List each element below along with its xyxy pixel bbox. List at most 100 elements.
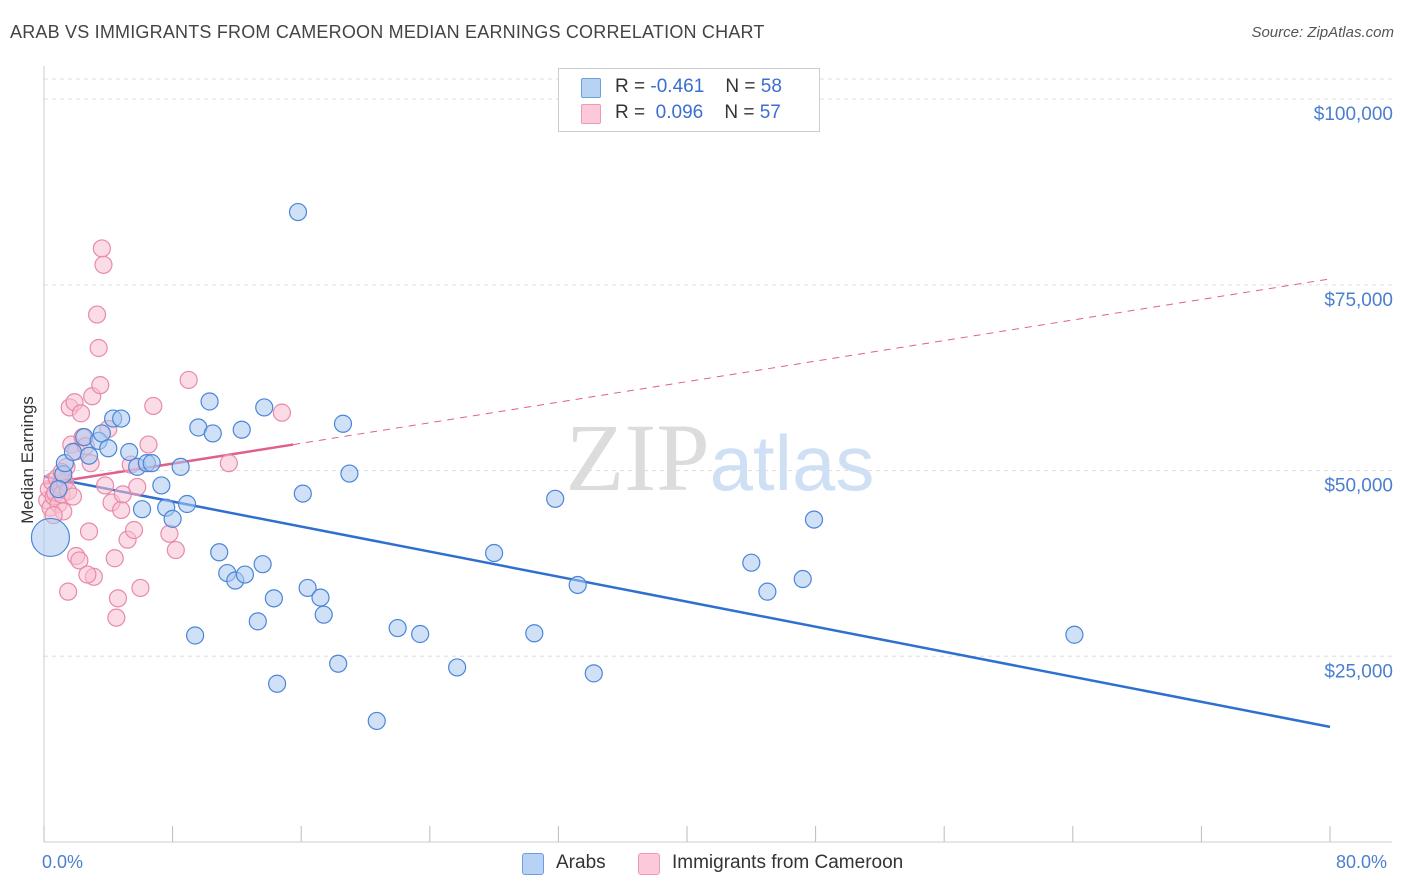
y-tick-label: $75,000: [1324, 290, 1393, 311]
x-tick-max: 80.0%: [1336, 852, 1388, 872]
y-tick-label: $25,000: [1324, 661, 1393, 682]
point-arabs: [758, 582, 777, 601]
bottom-legend-label-arabs: Arabs: [556, 852, 606, 873]
point-arabs: [203, 424, 222, 443]
legend-r-value-cameroon: 0.096: [655, 102, 704, 123]
point-arabs: [742, 553, 761, 572]
point-arabs: [340, 464, 359, 483]
point-arabs: [163, 509, 182, 528]
legend-n-label: N =: [725, 76, 756, 97]
bottom-legend: Arabs Immigrants from Cameroon: [0, 852, 1406, 878]
point-cameroon: [79, 522, 99, 541]
point-arabs: [333, 414, 353, 433]
point-arabs: [584, 664, 603, 683]
point-arabs: [314, 605, 333, 624]
x-tick-min: 0.0%: [42, 852, 84, 872]
point-arabs: [793, 569, 812, 589]
point-cameroon: [131, 578, 150, 598]
point-arabs: [186, 626, 205, 645]
legend-r-label: R =: [615, 102, 646, 123]
point-arabs: [485, 543, 504, 563]
legend: R = -0.461 N = 58 R = 0.096 N = 57: [558, 68, 820, 132]
point-cameroon: [63, 487, 83, 506]
point-cameroon: [70, 551, 89, 570]
point-arabs: [132, 500, 152, 519]
point-cameroon: [144, 396, 163, 416]
point-cameroon: [139, 435, 158, 454]
point-arabs: [210, 543, 229, 562]
point-cameroon: [92, 239, 111, 258]
legend-r-value-arabs: -0.461: [650, 76, 705, 97]
point-arabs: [525, 624, 544, 643]
point-arabs: [288, 202, 308, 222]
point-arabs: [329, 654, 348, 673]
point-arabs: [267, 674, 287, 693]
point-arabs: [235, 565, 255, 584]
axes: [43, 66, 1392, 843]
point-cameroon: [160, 524, 179, 543]
point-cameroon: [113, 485, 132, 504]
point-arabs: [232, 420, 251, 439]
point-cameroon: [124, 520, 144, 540]
legend-n-value-cameroon: 57: [759, 102, 781, 123]
watermark: ZIPatlas: [566, 404, 875, 511]
point-arabs: [367, 711, 386, 731]
point-cameroon: [95, 476, 115, 495]
point-arabs: [200, 392, 219, 411]
point-arabs: [171, 457, 190, 476]
point-cameroon: [107, 608, 126, 627]
point-arabs: [804, 510, 824, 529]
point-cameroon: [112, 500, 131, 520]
chart-title: ARAB VS IMMIGRANTS FROM CAMEROON MEDIAN …: [10, 22, 765, 42]
point-arabs: [388, 618, 407, 638]
bottom-legend-label-cameroon: Immigrants from Cameroon: [672, 852, 904, 873]
point-cameroon: [94, 255, 113, 274]
point-arabs: [1065, 625, 1084, 644]
point-arabs: [448, 658, 467, 677]
point-cameroon: [78, 565, 97, 584]
point-arabs: [248, 612, 267, 631]
point-arabs: [411, 624, 430, 644]
y-tick-label: $50,000: [1324, 476, 1393, 497]
point-arabs: [99, 439, 118, 458]
point-cameroon: [59, 582, 78, 601]
point-arabs: [568, 575, 587, 595]
trend-lines: [43, 278, 1331, 729]
point-arabs: [79, 446, 99, 465]
point-cameroon: [108, 589, 128, 608]
point-arabs: [311, 588, 330, 607]
point-arabs: [546, 489, 565, 508]
point-arabs: [298, 578, 317, 598]
point-arabs-large: [30, 517, 71, 558]
data-points: [30, 202, 1084, 731]
point-arabs: [120, 442, 139, 462]
legend-n-label: N =: [724, 102, 755, 123]
point-arabs: [142, 454, 161, 473]
trend-line-arabs: [43, 475, 1331, 729]
point-cameroon: [128, 477, 147, 497]
point-cameroon: [71, 404, 91, 423]
y-tick-label: $100,000: [1314, 104, 1393, 125]
trend-line-cameroon-extension: [293, 278, 1331, 446]
point-cameroon: [105, 549, 124, 568]
y-tick-labels: $25,000 $50,000 $75,000 $100,000: [1314, 104, 1393, 682]
point-arabs: [255, 398, 274, 417]
point-arabs: [112, 409, 131, 428]
legend-swatch-arabs: [581, 78, 601, 98]
legend-r-label: R =: [615, 76, 646, 97]
point-arabs: [49, 480, 68, 499]
point-cameroon: [272, 403, 292, 422]
trend-line-cameroon: [43, 443, 294, 486]
point-arabs: [293, 484, 312, 503]
bottom-legend-swatch-cameroon: [638, 853, 660, 875]
point-cameroon: [219, 454, 238, 473]
legend-n-value-arabs: 58: [760, 76, 782, 97]
chart-source: Source: ZipAtlas.com: [1251, 24, 1394, 41]
point-arabs: [177, 494, 197, 514]
bottom-legend-swatch-arabs: [522, 853, 544, 875]
point-cameroon: [91, 376, 110, 395]
legend-swatch-cameroon: [581, 104, 601, 124]
point-cameroon: [87, 305, 107, 324]
point-cameroon: [166, 540, 185, 560]
